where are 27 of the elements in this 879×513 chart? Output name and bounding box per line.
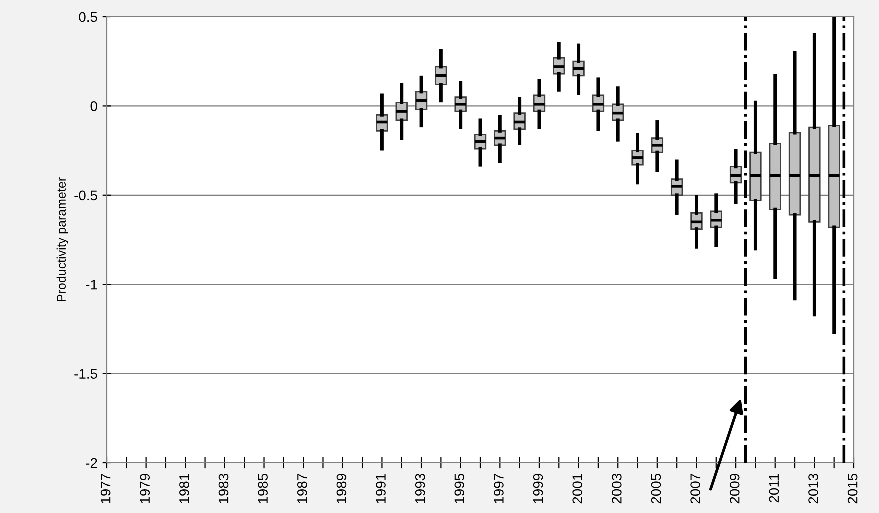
x-tick-label: 1995 <box>454 474 465 504</box>
x-tick-label: 1983 <box>218 474 229 504</box>
y-tick-label: 0.5 <box>79 12 98 22</box>
y-tick-label: 0 <box>90 102 98 112</box>
y-tick-label: -2 <box>86 458 98 468</box>
x-tick-label: 1985 <box>258 474 268 504</box>
x-tick-label: 1979 <box>140 474 150 504</box>
y-tick-label: -1.5 <box>74 369 98 379</box>
y-axis-title: Productivity parameter <box>56 178 68 302</box>
x-tick-label: 1991 <box>376 474 386 504</box>
x-tick-label: 2003 <box>612 474 622 504</box>
y-tick-label: -1 <box>86 280 98 290</box>
x-tick-label: 2007 <box>690 474 700 504</box>
y-tick-label: -0.5 <box>74 190 98 201</box>
x-tick-label: 1993 <box>415 474 426 504</box>
x-tick-label: 1987 <box>297 474 308 504</box>
x-tick-label: 1977 <box>100 474 111 504</box>
x-tick-label: 1981 <box>180 474 190 504</box>
x-tick-label: 1999 <box>533 474 544 504</box>
x-tick-label: 2015 <box>848 474 858 504</box>
x-tick-label: 2013 <box>808 474 818 504</box>
x-tick-label: 2009 <box>730 474 740 504</box>
x-tick-label: 2011 <box>769 474 780 503</box>
x-tick-label: 1989 <box>336 474 347 504</box>
x-tick-label: 2005 <box>651 474 662 504</box>
x-tick-label: 1997 <box>494 474 504 504</box>
x-tick-label: 2001 <box>572 474 583 504</box>
